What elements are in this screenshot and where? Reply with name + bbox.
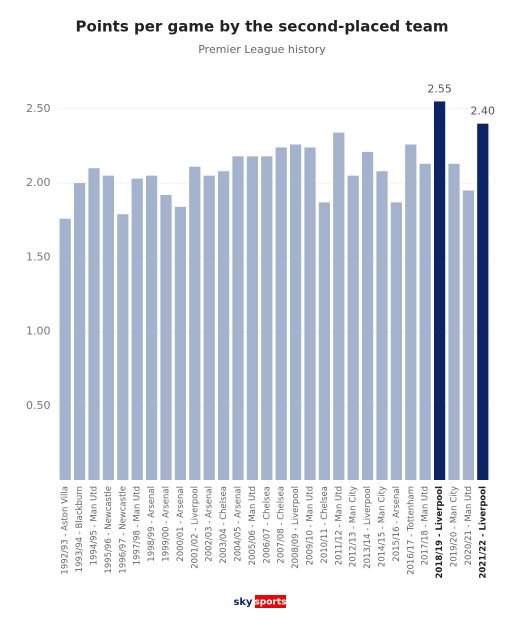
bar [462,190,475,480]
x-tick-label: 2002/03 - Arsenal [205,486,215,562]
x-tick-label: 1994/95 - Man Utd [90,486,100,565]
x-tick-label: 1992/93 - Aston Villa [61,486,71,575]
bar [275,147,287,480]
x-tick-label: 1996/97 - Newcastle [118,486,128,574]
x-tick-label: 2010/11 - Chelsea [320,486,330,564]
logo-sports-box [255,595,286,608]
x-tick-label: 2009/10 - Man Utd [306,486,316,565]
bar [189,166,201,480]
x-tick-label: 2001/02 - Liverpool [190,486,200,569]
bar [232,156,244,480]
x-tick-label: 2005/06 - Man Utd [248,486,258,565]
bar [117,214,129,480]
x-tick-label: 2021/22 - Liverpool [478,486,488,579]
bar [347,175,359,480]
bar [361,151,374,480]
bar [203,175,215,480]
x-tick-label: 2018/19 - Liverpool [435,486,445,579]
y-tick-label: 1.00 [26,325,51,338]
x-tick-label: 1999/00 - Arsenal [162,486,172,562]
x-tick-label: 1995/96 - Newcastle [104,486,114,574]
bar [433,101,446,480]
x-tick-label: 2003/04 - Chelsea [219,486,229,564]
value-label: 2.40 [471,105,496,118]
x-tick-label: 2012/13 - Man City [349,486,359,567]
x-tick-label: 1997/98 - Man Utd [133,486,143,565]
chart-title: Points per game by the second-placed tea… [76,18,449,36]
bar [376,171,388,480]
bar [333,132,345,480]
bar [88,168,100,480]
bar [419,163,431,480]
logo-sports: sports [254,598,286,608]
bar [217,171,230,480]
bar [174,206,187,481]
y-tick-label: 0.50 [26,399,51,412]
y-tick-label: 2.50 [26,102,51,115]
bar [102,175,115,480]
x-tick-label: 2011/12 - Man Utd [334,486,344,565]
x-tick-label: 2017/18 - Man Utd [421,486,431,565]
x-tick-label: 2019/20 - Man City [450,486,460,567]
bar [145,175,158,480]
bar [261,156,273,480]
x-tick-label: 2013/14 - Liverpool [363,486,373,569]
x-tick-label: 2015/16 - Arsenal [392,486,402,562]
x-tick-label: 2008/09 - Liverpool [291,486,301,569]
y-tick-label: 2.00 [26,176,51,189]
value-label: 2.55 [427,82,452,95]
bar [448,163,460,480]
bar [390,202,403,480]
x-tick-label: 2007/08 - Chelsea [277,486,287,564]
bar [160,194,172,480]
bar [131,178,143,480]
bar [246,156,259,480]
bar [73,183,86,481]
bar [289,144,302,480]
x-tick-label: 2020/21 - Man Utd [464,486,474,565]
bar [405,144,417,480]
logo-sky: sky [233,597,253,608]
y-tick-label: 1.50 [26,250,51,263]
x-tick-label: 2016/17 - Tottenham [406,486,416,575]
x-tick-label: 2014/15 - Man City [378,486,388,567]
x-tick-label: 1998/99 - Arsenal [147,486,157,562]
x-tick-label: 2004/05 - Arsenal [234,486,244,562]
x-tick-label: 2006/07 - Chelsea [262,486,272,564]
bar [318,202,331,480]
x-tick-label: 1993/94 - Blackburn [75,486,85,572]
bar [477,123,489,480]
bar [59,218,71,480]
x-tick-label: 2000/01 - Arsenal [176,486,186,562]
chart-subtitle: Premier League history [198,43,326,56]
bar [304,147,316,480]
